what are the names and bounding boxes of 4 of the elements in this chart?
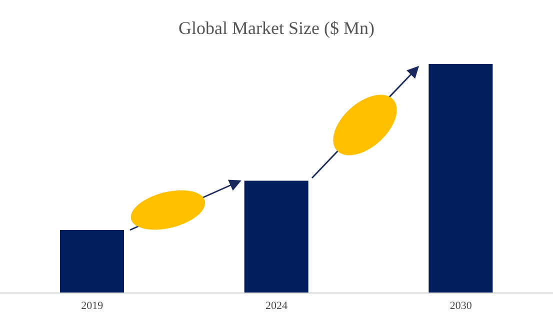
x-tick-label: 2030: [450, 300, 472, 312]
x-tick-label: 2024: [266, 300, 288, 312]
chart-title: Global Market Size ($ Mn): [178, 18, 376, 39]
x-tick-label: 2019: [81, 300, 104, 312]
